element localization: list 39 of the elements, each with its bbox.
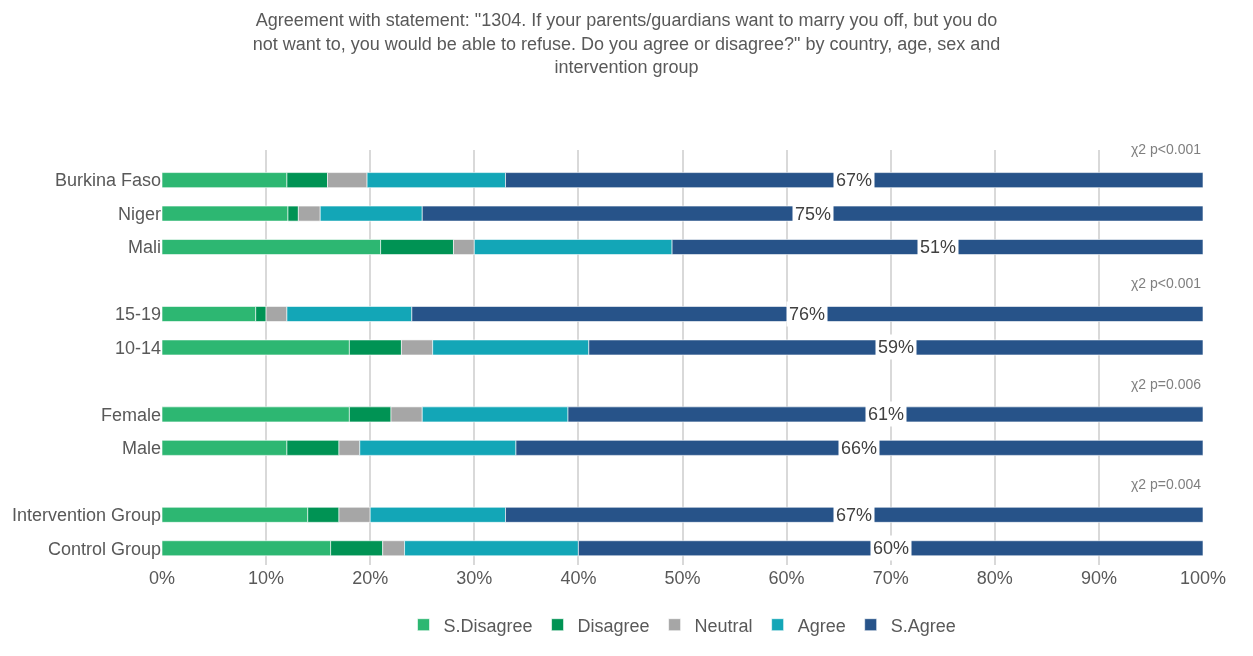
data-label: 75% xyxy=(795,204,832,224)
data-label: 67% xyxy=(836,505,873,525)
y-tick-label: Intervention Group xyxy=(11,505,161,526)
x-tick-label: 70% xyxy=(872,568,909,588)
y-tick-label: Female xyxy=(100,404,161,425)
x-tick-label: 10% xyxy=(248,568,285,588)
legend-label: S.Disagree xyxy=(443,615,533,636)
y-tick-label: 10-14 xyxy=(114,337,161,358)
data-label: 61% xyxy=(868,404,905,424)
legend-label: Disagree xyxy=(577,615,650,636)
chart-title: Agreement with statement: "1304. If your parents/guardians want to marry you off, but you do not want to, you would be able to refuse. Do you agree or disagree?" by country, age, sex and intervention group xyxy=(252,10,1001,78)
legend-label: Agree xyxy=(797,615,846,636)
annotation: χ2 p<0.001 xyxy=(1131,141,1202,157)
annotation: χ2 p=0.006 xyxy=(1131,376,1202,392)
x-tick-label: 60% xyxy=(768,568,805,588)
x-tick-label: 50% xyxy=(664,568,701,588)
x-tick-label: 30% xyxy=(456,568,493,588)
y-tick-label: Mali xyxy=(127,237,161,258)
data-label: 67% xyxy=(836,170,873,190)
data-label: 51% xyxy=(920,237,957,257)
legend-label: Neutral xyxy=(694,615,753,636)
y-tick-label: 15-19 xyxy=(114,304,161,325)
y-tick-label: Burkina Faso xyxy=(54,170,161,191)
data-label: 66% xyxy=(841,438,878,458)
x-tick-label: 80% xyxy=(976,568,1013,588)
x-tick-label: 100% xyxy=(1179,568,1227,588)
x-tick-label: 20% xyxy=(352,568,389,588)
legend-label: S.Agree xyxy=(890,615,956,636)
x-tick-label: 40% xyxy=(560,568,597,588)
annotation: χ2 p<0.001 xyxy=(1131,275,1202,291)
y-tick-label: Control Group xyxy=(47,538,161,559)
annotation: χ2 p=0.004 xyxy=(1131,476,1202,492)
x-tick-label: 0% xyxy=(148,568,176,588)
y-tick-label: Niger xyxy=(117,203,161,224)
x-tick-label: 90% xyxy=(1080,568,1117,588)
data-label: 59% xyxy=(878,337,915,357)
y-tick-label: Male xyxy=(121,438,161,459)
data-label: 60% xyxy=(873,538,910,558)
data-label: 76% xyxy=(789,304,826,324)
